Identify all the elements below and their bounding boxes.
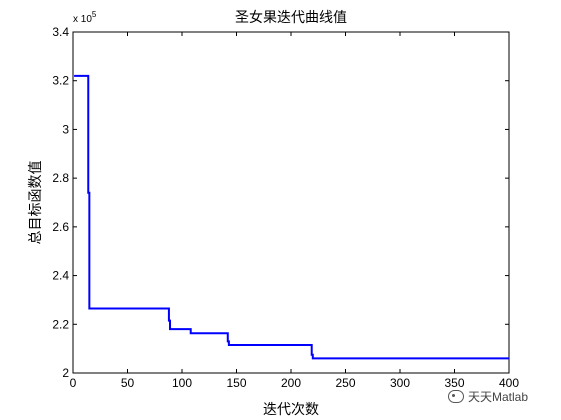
x-axis-label: 迭代次数 [263,402,319,418]
x-tick-label: 200 [281,376,301,390]
y-tick-label: 2.8 [52,171,69,185]
x-tick-label: 150 [226,376,246,390]
chart-title: 圣女果迭代曲线值 [235,9,347,26]
y-tick-label: 2.6 [52,220,69,234]
plot-area: 0 50 100 150 200 250 300 350 400 2 2.2 2.4 2.6 2.8 3 3.… [28,9,519,418]
y-tick-label: 2.4 [52,269,69,283]
x-tick-label: 100 [172,376,192,390]
watermark-text: 天天Matlab [468,390,529,404]
x-tick-label: 350 [444,376,464,390]
y-tick-label: 3 [62,122,69,136]
x-tick-label: 250 [335,376,355,390]
axes-box [72,31,510,374]
x-tick-label: 400 [499,376,519,390]
x-tick-label: 300 [390,376,410,390]
y-tick-label: 3.2 [52,74,69,88]
x-tick-label: 0 [70,376,77,390]
wechat-icon [448,390,464,403]
y-exponent-power: 5 [92,10,97,19]
y-axis-label: 总目标函数值 [28,161,44,245]
series-line-1 [74,74,509,360]
y-tick-label: 2.2 [52,317,69,331]
x-tick-label: 50 [121,376,135,390]
y-exponent-label: x 105 [73,10,97,25]
watermark: 天天Matlab [448,388,528,405]
y-tick-label: 2 [62,366,69,380]
y-tick-label: 3.4 [52,25,69,39]
